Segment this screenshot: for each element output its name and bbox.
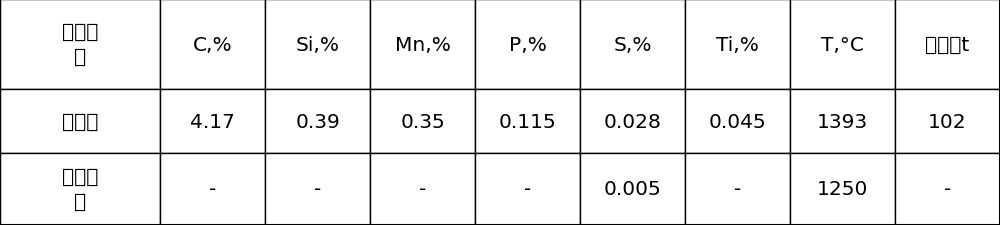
Text: T,°C: T,°C (821, 36, 864, 54)
Text: 0.005: 0.005 (604, 180, 661, 198)
Bar (160, 90, 265, 153)
Text: 102: 102 (928, 112, 967, 131)
Bar (0, 90, 160, 153)
Text: 0.115: 0.115 (499, 112, 556, 131)
Bar (790, 153, 895, 225)
Text: 4.17: 4.17 (190, 112, 235, 131)
Bar (685, 153, 790, 225)
Bar (580, 90, 685, 153)
Bar (895, 90, 1000, 153)
Text: -: - (944, 180, 951, 198)
Bar (475, 0, 580, 90)
Bar (580, 0, 685, 90)
Text: 1393: 1393 (817, 112, 868, 131)
Bar (790, 90, 895, 153)
Text: Ti,%: Ti,% (716, 36, 759, 54)
Bar (0, 0, 160, 90)
Bar (475, 153, 580, 225)
Text: 脱硫目
标: 脱硫目 标 (62, 167, 98, 211)
Text: 0.028: 0.028 (604, 112, 662, 131)
Bar (265, 153, 370, 225)
Text: P,%: P,% (509, 36, 547, 54)
Text: -: - (314, 180, 321, 198)
Bar (895, 153, 1000, 225)
Text: 0.35: 0.35 (400, 112, 445, 131)
Bar (790, 0, 895, 90)
Bar (160, 153, 265, 225)
Text: C,%: C,% (193, 36, 233, 54)
Text: -: - (524, 180, 531, 198)
Text: -: - (209, 180, 216, 198)
Text: Mn,%: Mn,% (395, 36, 451, 54)
Text: 0.045: 0.045 (709, 112, 766, 131)
Bar (265, 90, 370, 153)
Bar (475, 90, 580, 153)
Text: 0.39: 0.39 (295, 112, 340, 131)
Bar (685, 0, 790, 90)
Text: 1250: 1250 (817, 180, 868, 198)
Bar (265, 0, 370, 90)
Text: S,%: S,% (613, 36, 652, 54)
Text: 重量，t: 重量，t (925, 36, 970, 54)
Bar (370, 153, 475, 225)
Text: 脱硫前: 脱硫前 (62, 112, 98, 131)
Text: Si,%: Si,% (296, 36, 340, 54)
Bar (160, 0, 265, 90)
Text: -: - (734, 180, 741, 198)
Bar (580, 153, 685, 225)
Bar (370, 0, 475, 90)
Bar (895, 0, 1000, 90)
Text: 化学成
分: 化学成 分 (62, 23, 98, 67)
Bar (370, 90, 475, 153)
Bar (685, 90, 790, 153)
Bar (0, 153, 160, 225)
Text: -: - (419, 180, 426, 198)
